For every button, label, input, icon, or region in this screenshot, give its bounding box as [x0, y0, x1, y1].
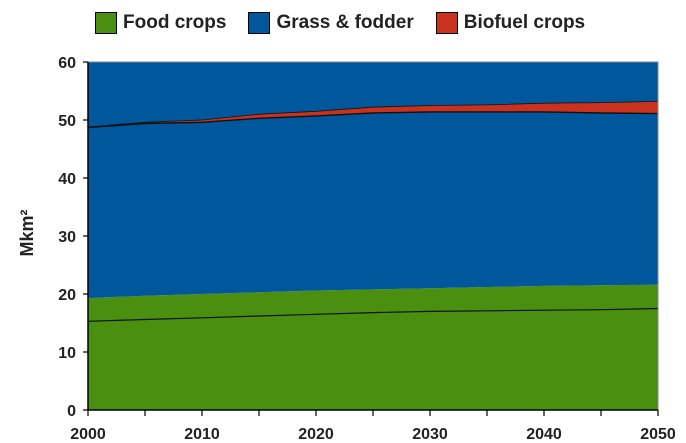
legend-item-biofuel-crops: Biofuel crops: [435, 12, 586, 34]
y-tick-label: 30: [58, 229, 76, 246]
area-upper-background: [88, 62, 658, 127]
y-tick-label: 10: [58, 345, 76, 362]
y-tick-label: 0: [67, 403, 76, 420]
x-tick-label: 2040: [526, 426, 562, 443]
x-tick-label: 2050: [640, 426, 676, 443]
legend-swatch-grass-fodder: [248, 12, 271, 34]
legend-label-grass-fodder: Grass & fodder: [276, 12, 414, 33]
biofuel-top-line: [87, 101, 659, 128]
grass-top-line: [87, 111, 659, 129]
legend-item-grass-fodder: Grass & fodder: [248, 12, 414, 34]
y-tick-label: 60: [58, 55, 76, 72]
area-grass-fodder: [88, 111, 658, 299]
food-inner-line: [87, 307, 659, 322]
y-tick-label: 20: [58, 287, 76, 304]
x-tick-label: 2000: [70, 426, 106, 443]
area-food-crops: [88, 284, 658, 410]
x-tick-label: 2010: [184, 426, 220, 443]
x-tick-label: 2030: [412, 426, 448, 443]
legend-label-biofuel-crops: Biofuel crops: [463, 12, 586, 33]
legend: Food crops Grass & fodder Biofuel crops: [95, 12, 607, 34]
x-tick-label: 2020: [298, 426, 334, 443]
area-biofuel-crops: [88, 101, 658, 128]
y-tick-label: 40: [58, 171, 76, 188]
legend-label-food-crops: Food crops: [123, 12, 227, 33]
legend-item-food-crops: Food crops: [95, 12, 226, 34]
y-tick-label: 50: [58, 113, 76, 130]
legend-swatch-food-crops: [95, 12, 117, 34]
legend-swatch-biofuel-crops: [435, 12, 458, 34]
y-axis-label: Mkm²: [17, 209, 37, 256]
